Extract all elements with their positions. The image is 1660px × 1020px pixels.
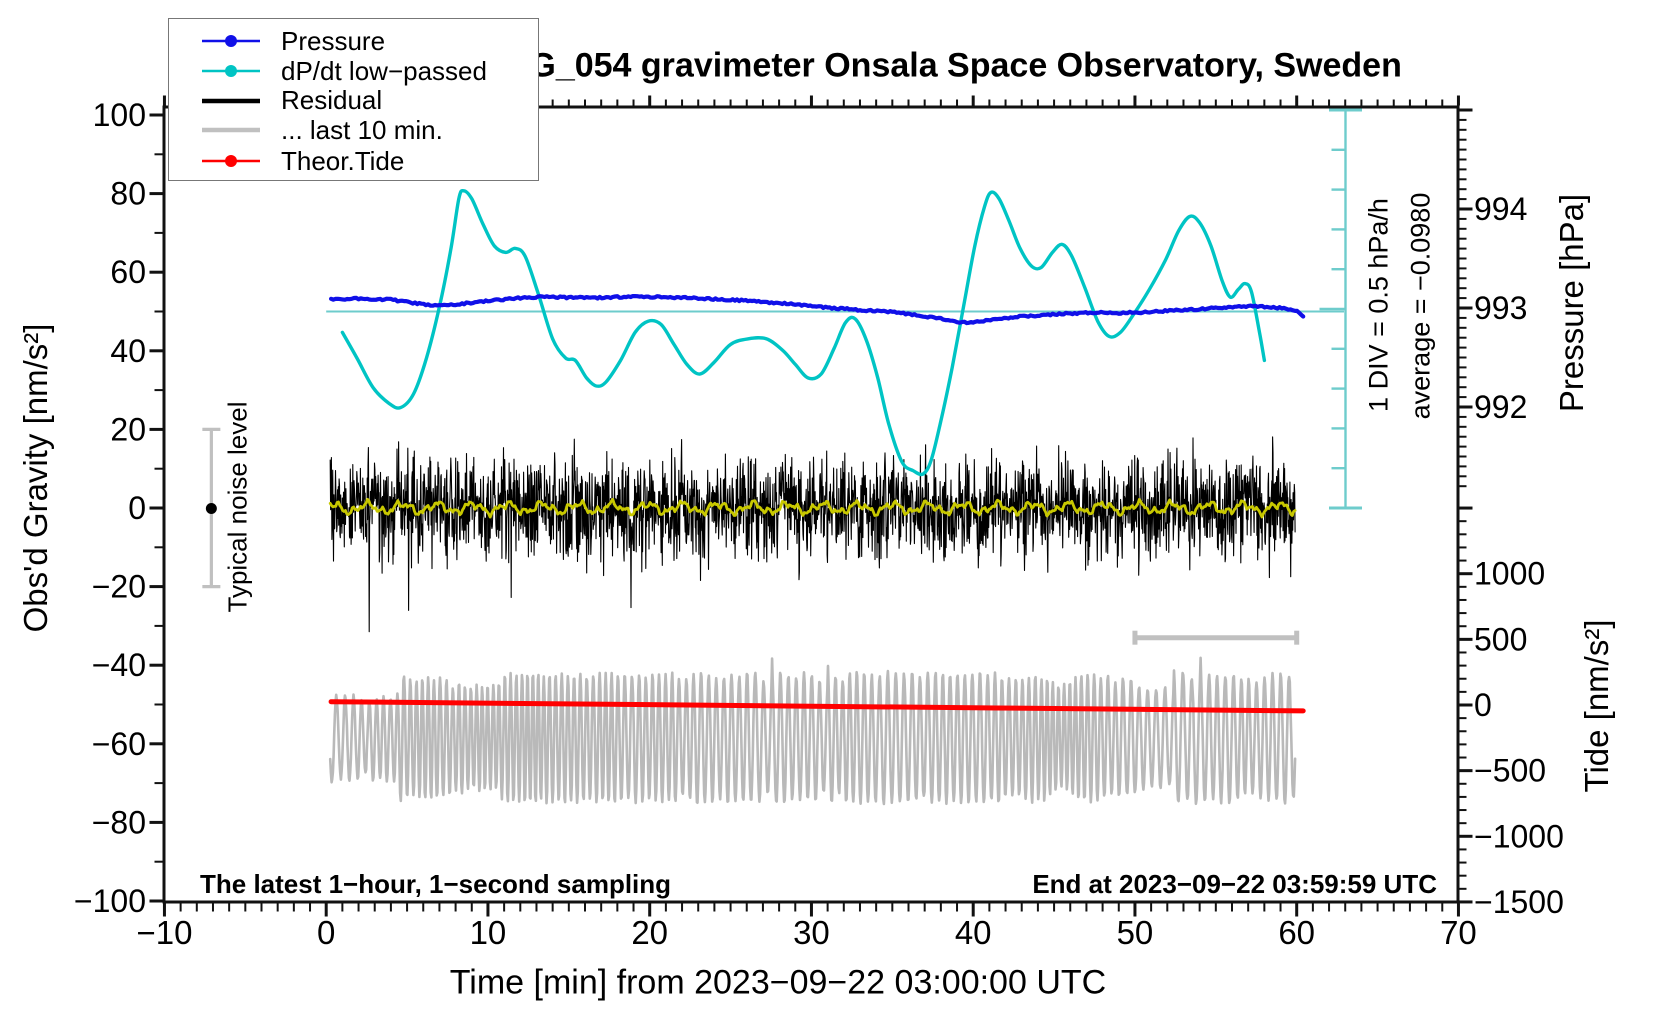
legend-item: Pressure <box>202 26 385 56</box>
y-axis-title-tide: Tide [nm/s²] <box>1578 619 1615 793</box>
legend-item-label: Residual <box>281 85 383 115</box>
svg-text:0: 0 <box>1474 687 1492 723</box>
svg-text:−10: −10 <box>136 914 192 951</box>
svg-text:−80: −80 <box>92 804 146 840</box>
svg-text:70: 70 <box>1440 914 1477 951</box>
noise-level-label: Typical noise level <box>222 401 253 613</box>
svg-text:60: 60 <box>110 254 146 290</box>
legend-item: ... last 10 min. <box>202 115 443 145</box>
page-title: SCG_054 gravimeter Onsala Space Observat… <box>482 46 1402 85</box>
legend: Pressure dP/dt low−passed Residual... last… <box>168 18 539 181</box>
svg-text:−1500: −1500 <box>1474 884 1564 920</box>
svg-text:50: 50 <box>1117 914 1154 951</box>
svg-text:100: 100 <box>93 97 146 133</box>
svg-text:−20: −20 <box>92 569 146 605</box>
svg-text:40: 40 <box>110 333 146 369</box>
legend-item-label: ... last 10 min. <box>281 114 443 145</box>
legend-marker-line <box>202 65 260 77</box>
svg-text:30: 30 <box>793 914 830 951</box>
svg-text:20: 20 <box>631 914 668 951</box>
legend-marker-dot <box>225 65 237 77</box>
x-axis-title: Time [min] from 2023−09−22 03:00:00 UTC <box>449 963 1107 1002</box>
legend-item-label: dP/dt low−passed <box>281 55 487 86</box>
legend-marker-line <box>202 98 260 103</box>
svg-text:−40: −40 <box>92 647 146 683</box>
svg-text:−500: −500 <box>1474 753 1546 789</box>
sampling-note: The latest 1−hour, 1−second sampling <box>200 869 672 899</box>
legend-marker-line <box>202 127 260 133</box>
legend-marker-dot <box>225 35 237 47</box>
legend-marker-line <box>202 155 260 167</box>
legend-item-label: Pressure <box>281 25 386 56</box>
svg-text:0: 0 <box>128 490 146 526</box>
svg-text:−1000: −1000 <box>1474 818 1564 854</box>
svg-text:992: 992 <box>1474 389 1527 425</box>
svg-text:60: 60 <box>1278 914 1315 951</box>
svg-text:40: 40 <box>955 914 992 951</box>
legend-item: dP/dt low−passed <box>202 56 487 86</box>
legend-marker-line <box>202 35 260 47</box>
svg-text:500: 500 <box>1474 621 1527 657</box>
legend-marker-dot <box>225 155 237 167</box>
svg-text:994: 994 <box>1474 191 1527 227</box>
end-time-note: End at 2023−09−22 03:59:59 UTC <box>1032 869 1437 899</box>
svg-text:−60: −60 <box>92 726 146 762</box>
svg-text:1000: 1000 <box>1474 556 1545 592</box>
svg-text:0: 0 <box>317 914 335 951</box>
svg-text:10: 10 <box>470 914 507 951</box>
svg-text:993: 993 <box>1474 290 1527 326</box>
svg-text:−100: −100 <box>74 883 146 919</box>
svg-text:80: 80 <box>110 176 146 212</box>
legend-item: Theor.Tide <box>202 146 404 176</box>
div-scale-annotation: 1 DIV = 0.5 hPa/h <box>1363 198 1394 412</box>
legend-item-label: Theor.Tide <box>281 145 405 176</box>
y-axis-title-pressure: Pressure [hPa] <box>1553 193 1590 413</box>
legend-item: Residual <box>202 85 383 116</box>
average-annotation: average = −0.0980 <box>1405 192 1436 420</box>
svg-text:20: 20 <box>110 411 146 447</box>
y-axis-title-gravity: Obs'd Gravity [nm/s²] <box>17 323 54 633</box>
